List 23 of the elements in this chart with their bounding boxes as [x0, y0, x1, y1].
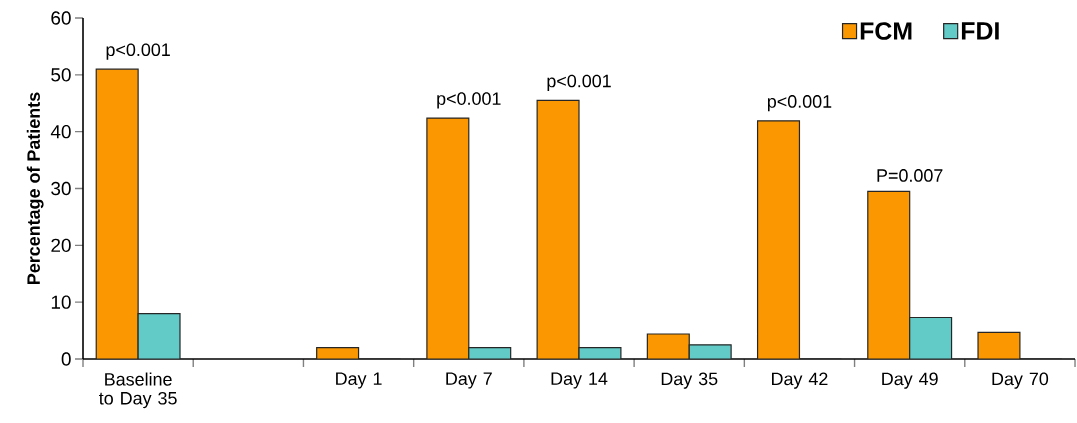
x-tick-label: Day 1 [336, 372, 382, 389]
annotation: p<0.001 [767, 95, 832, 112]
annotation: p<0.001 [547, 74, 611, 91]
y-tick-label: 40 [50, 124, 71, 139]
legend-label: FDI [961, 22, 999, 40]
x-tick-label: Day 7 [446, 372, 492, 389]
x-tick-label: Day 42 [772, 372, 828, 389]
x-tick-label: Day 14 [551, 372, 608, 389]
y-tick-label: 30 [51, 181, 71, 196]
x-tick-label: Day 70 [992, 372, 1049, 389]
annotation: p<0.001 [106, 43, 170, 60]
x-tick-label: Day 35 [661, 372, 718, 389]
y-tick-label: 50 [51, 68, 71, 82]
x-tick-label: Baseline to Day 35 [99, 372, 177, 409]
annotation: P=0.007 [877, 169, 943, 182]
x-tick-label: Day 49 [882, 372, 938, 389]
y-axis-title: Percentage of Patients [26, 92, 44, 284]
y-tick-label: 60 [51, 11, 71, 25]
y-tick-label: 10 [51, 295, 71, 309]
y-tick-label: 20 [51, 238, 71, 253]
y-tick-label: 0 [61, 352, 71, 366]
annotation: p<0.001 [437, 92, 501, 109]
legend-label: FCM [860, 22, 912, 40]
